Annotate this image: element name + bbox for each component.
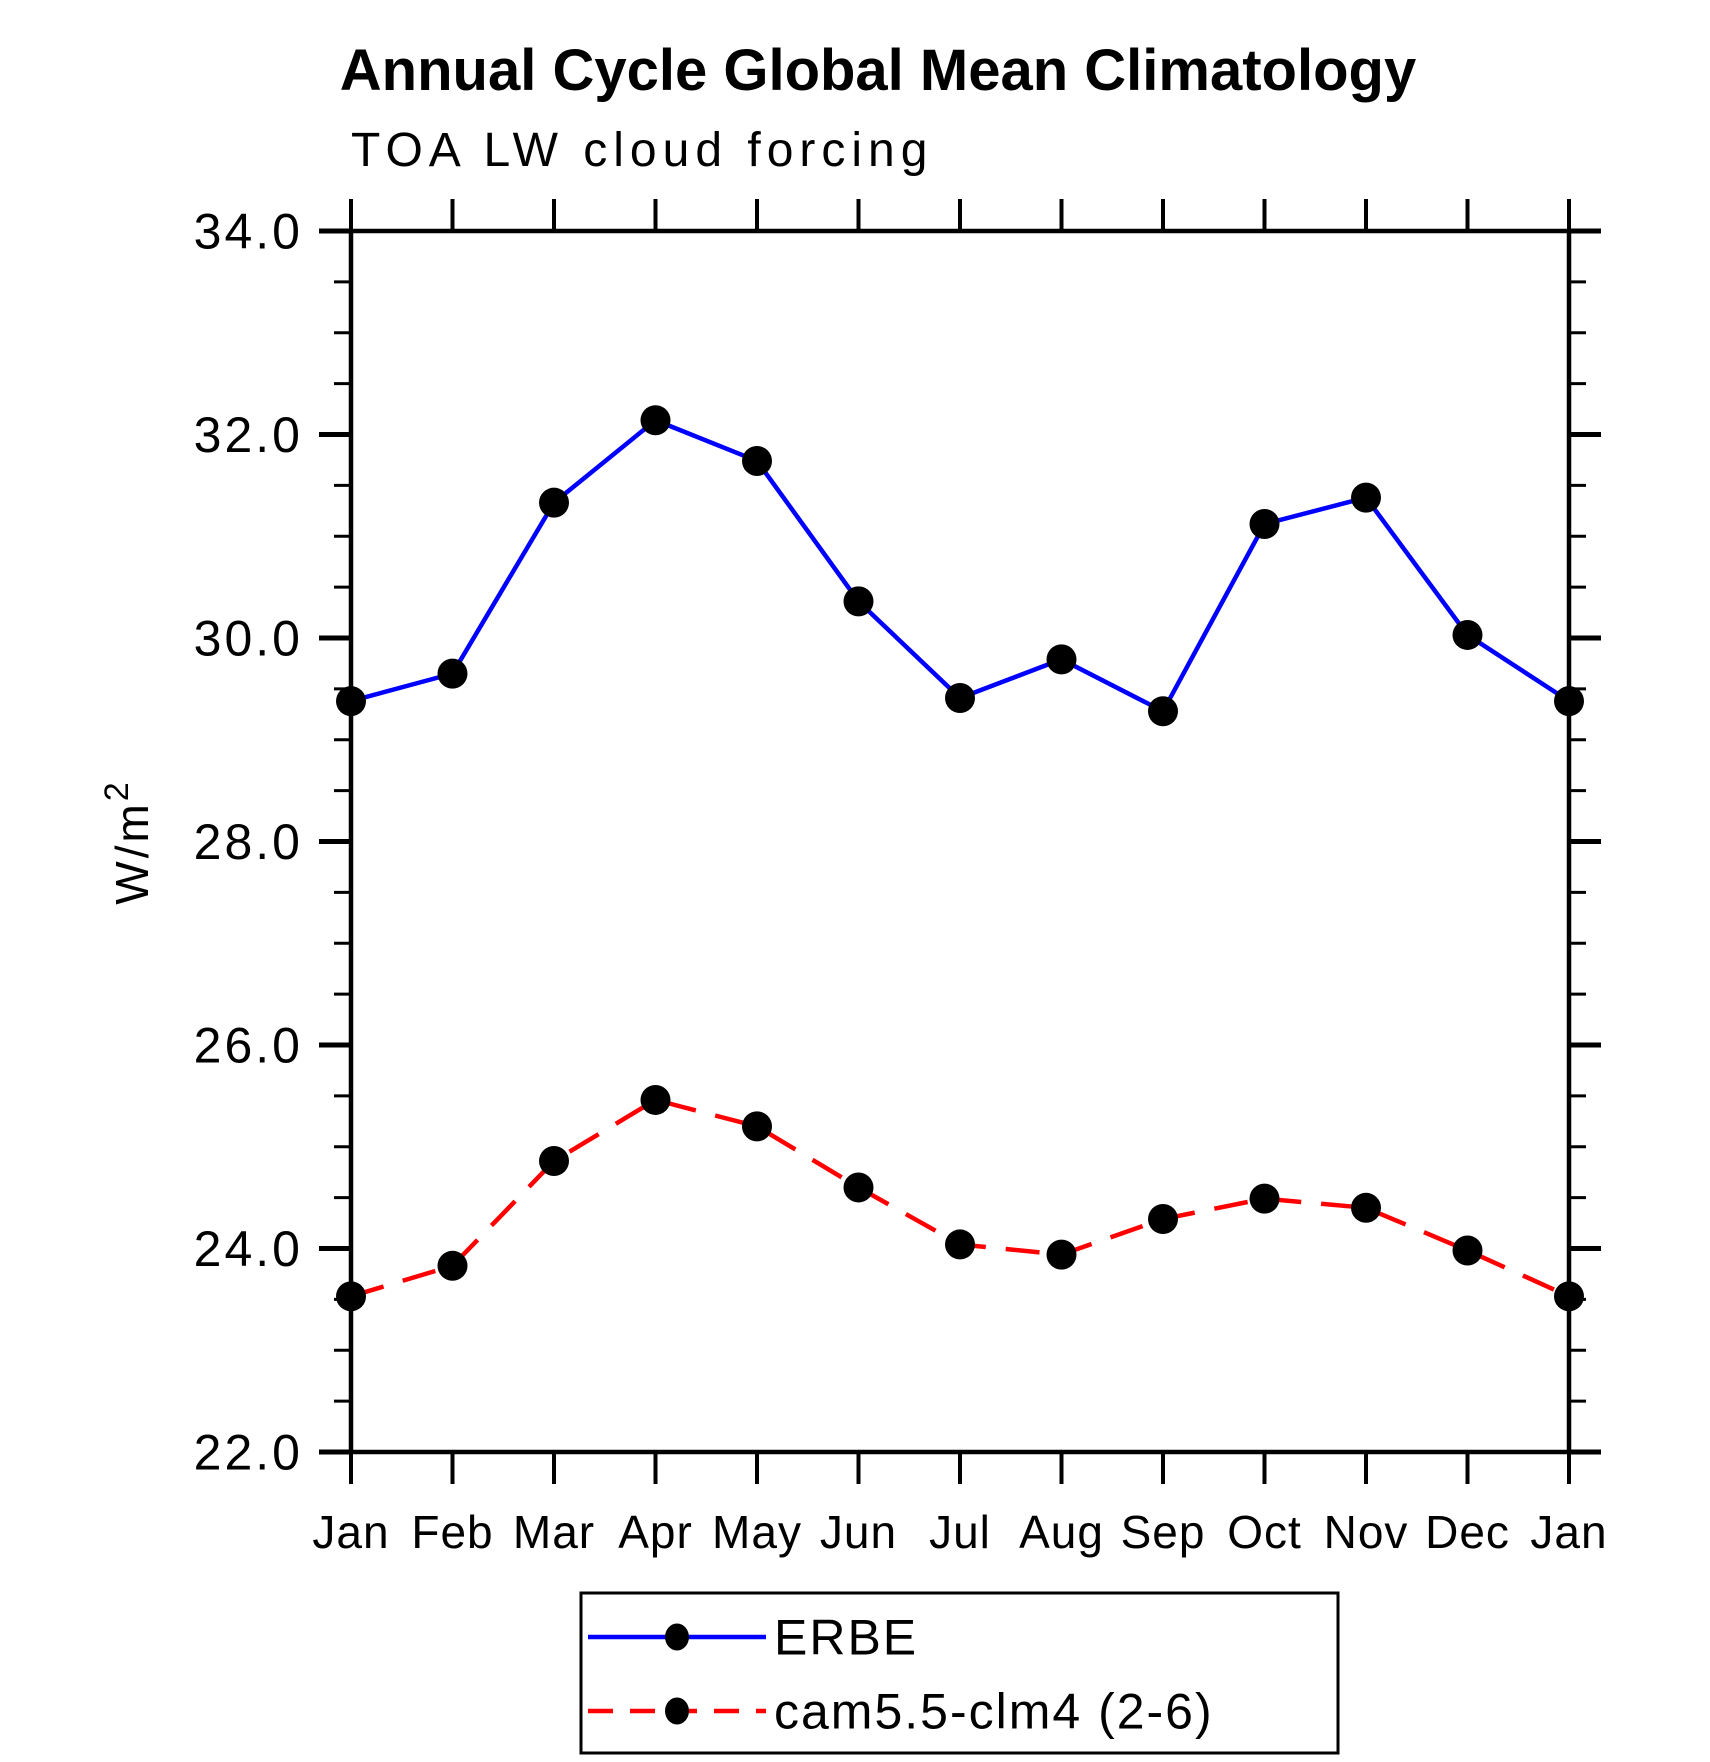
data-point-marker [539, 1145, 569, 1176]
data-point-marker [437, 1250, 468, 1281]
y-tick-label: 34.0 [194, 204, 303, 260]
data-point-marker [843, 1172, 874, 1203]
x-tick-label: Jan [1530, 1506, 1607, 1558]
legend-box [579, 1591, 1340, 1755]
data-point-marker [1249, 1183, 1280, 1214]
y-tick-label: 24.0 [194, 1221, 303, 1277]
data-point-marker [742, 1111, 772, 1142]
legend-entry-cam: cam5.5-clm4 (2-6) [588, 1684, 1214, 1740]
series-line-erbe [350, 417, 1571, 715]
legend-marker-dot-icon [665, 1697, 689, 1725]
x-tick-label: Jan [312, 1506, 389, 1558]
data-markers [336, 405, 1584, 1312]
data-point-marker [1351, 1192, 1381, 1223]
plot-frame [348, 228, 1572, 1455]
y-axis-title-exponent: 2 [98, 779, 136, 801]
y-tick-label: 32.0 [194, 407, 303, 463]
data-point-marker [640, 405, 671, 436]
x-tick-label: Dec [1425, 1506, 1510, 1558]
x-tick-label: Feb [411, 1506, 493, 1558]
data-point-marker [640, 1084, 671, 1115]
y-tick-label: 28.0 [194, 814, 303, 870]
x-tick-label: Mar [513, 1506, 595, 1558]
legend-label-cam: cam5.5-clm4 (2-6) [774, 1684, 1214, 1740]
y-axis-title: W/m2 [98, 779, 158, 904]
data-point-marker [437, 658, 468, 689]
x-tick-label: Aug [1019, 1506, 1104, 1558]
data-point-marker [1148, 696, 1178, 727]
chart-subtitle: TOA LW cloud forcing [351, 124, 933, 177]
data-point-marker [1148, 1203, 1178, 1234]
data-point-marker [1452, 619, 1483, 650]
y-tick-label: 26.0 [194, 1018, 303, 1074]
x-tick-label: Oct [1227, 1506, 1302, 1558]
x-tick-label: Jun [820, 1506, 897, 1558]
legend-entry-erbe: ERBE [588, 1610, 918, 1666]
data-point-marker [843, 586, 874, 617]
x-tick-label: Jul [929, 1506, 991, 1558]
data-point-marker [1249, 509, 1280, 540]
x-tick-label: Sep [1121, 1506, 1206, 1558]
legend: ERBE cam5.5-clm4 (2-6) [579, 1591, 1340, 1755]
x-tick-label: Nov [1324, 1506, 1409, 1558]
x-tick-label: May [712, 1506, 802, 1558]
data-point-marker [539, 487, 569, 518]
y-axis-title-base: W/m [106, 801, 158, 905]
chart-title: Annual Cycle Global Mean Climatology [340, 38, 1416, 103]
y-tick-label: 30.0 [194, 611, 303, 667]
axis-tick-labels: 22.0 24.0 26.0 28.0 30.0 32.0 34.0 Jan Feb Mar Apr… [194, 204, 1607, 1559]
data-point-marker [1452, 1235, 1483, 1266]
data-point-marker [945, 1229, 975, 1260]
data-point-marker [1046, 644, 1077, 675]
data-point-marker [1046, 1239, 1077, 1270]
data-point-marker [945, 683, 975, 714]
data-point-marker [742, 445, 772, 476]
data-point-marker [1351, 482, 1381, 513]
legend-label-erbe: ERBE [774, 1610, 918, 1666]
y-tick-label: 22.0 [194, 1425, 303, 1481]
axis-ticks [319, 199, 1601, 1484]
x-tick-label: Apr [618, 1506, 693, 1558]
legend-marker-dot-icon [665, 1623, 689, 1651]
data-series [350, 417, 1571, 1299]
series-line-cam [350, 1097, 1570, 1299]
